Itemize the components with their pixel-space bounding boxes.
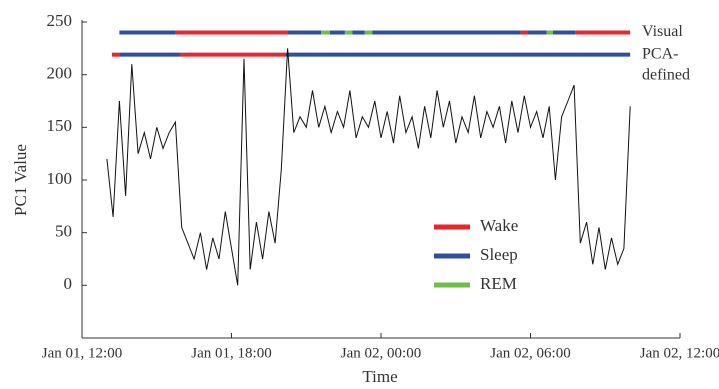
y-tick-label: 100 bbox=[47, 169, 73, 188]
legend-label: Wake bbox=[480, 216, 518, 235]
y-axis-title: PC1 Value bbox=[11, 144, 30, 216]
y-tick-label: 150 bbox=[47, 116, 73, 135]
y-tick-label: 200 bbox=[47, 64, 73, 83]
x-tick-label: Jan 01, 18:00 bbox=[191, 345, 271, 361]
y-tick-label: 50 bbox=[55, 222, 72, 241]
x-tick-label: Jan 02, 00:00 bbox=[341, 345, 421, 361]
track-label: defined bbox=[642, 66, 690, 83]
track-label: Visual bbox=[642, 23, 683, 40]
x-tick-label: Jan 01, 12:00 bbox=[42, 345, 122, 361]
x-axis-title: Time bbox=[362, 367, 397, 386]
legend-label: Sleep bbox=[480, 245, 518, 264]
x-tick-label: Jan 02, 12:00 bbox=[640, 345, 719, 361]
y-tick-label: 0 bbox=[64, 274, 73, 293]
y-tick-label: 250 bbox=[47, 11, 73, 30]
x-tick-label: Jan 02, 06:00 bbox=[490, 345, 570, 361]
track-label: PCA- bbox=[642, 45, 678, 62]
data-line bbox=[106, 48, 631, 286]
legend-label: REM bbox=[480, 274, 517, 293]
